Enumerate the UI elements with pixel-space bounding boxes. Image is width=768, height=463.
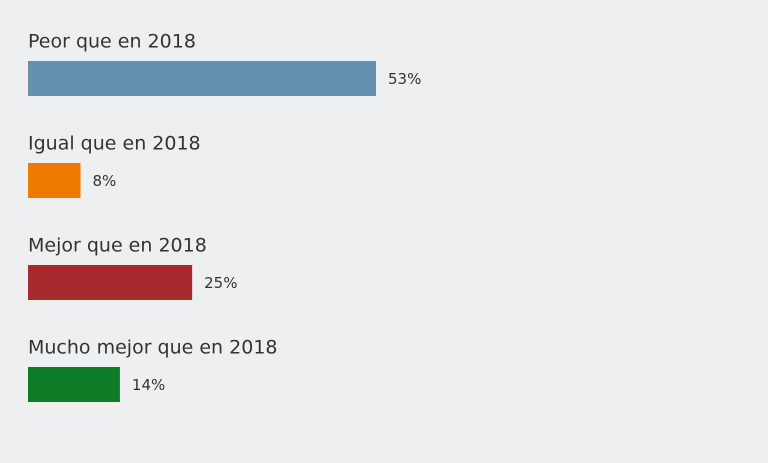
bar bbox=[28, 61, 376, 96]
value-label: 25% bbox=[204, 274, 237, 292]
bar bbox=[28, 367, 120, 402]
category-label: Mucho mejor que en 2018 bbox=[28, 337, 278, 359]
value-label: 53% bbox=[388, 70, 421, 88]
bar bbox=[28, 163, 81, 198]
value-label: 8% bbox=[93, 172, 117, 190]
category-label: Peor que en 2018 bbox=[28, 31, 196, 53]
bar bbox=[28, 265, 193, 300]
category-label: Mejor que en 2018 bbox=[28, 235, 207, 257]
value-label: 14% bbox=[132, 376, 165, 394]
category-label: Igual que en 2018 bbox=[28, 133, 201, 155]
